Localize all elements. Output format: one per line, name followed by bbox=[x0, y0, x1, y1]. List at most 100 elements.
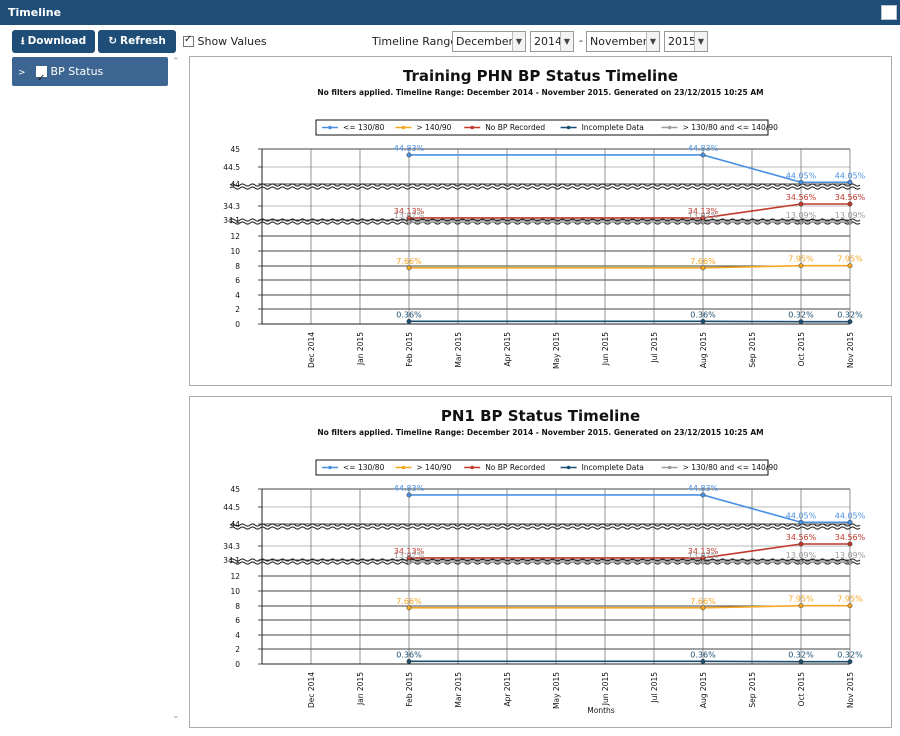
data-point bbox=[847, 603, 853, 609]
axis-break bbox=[229, 218, 861, 222]
data-point bbox=[798, 179, 804, 185]
chart-subtitle: No filters applied. Timeline Range: Dece… bbox=[317, 428, 763, 437]
window-titlebar: Timeline bbox=[0, 0, 900, 25]
x-tick-label: Nov 2015 bbox=[846, 332, 855, 368]
legend-marker bbox=[328, 125, 332, 130]
chevron-down-icon: ▼ bbox=[560, 32, 573, 51]
chevron-down-icon: ▼ bbox=[646, 32, 659, 51]
data-point bbox=[847, 219, 853, 225]
window-title: Timeline bbox=[8, 6, 62, 19]
data-label: 13.09% bbox=[835, 551, 866, 560]
data-point bbox=[798, 603, 804, 609]
data-label: 7.95% bbox=[788, 595, 814, 604]
data-point bbox=[798, 263, 804, 269]
data-point bbox=[798, 559, 804, 565]
x-tick-label: Mar 2015 bbox=[454, 332, 463, 368]
show-values-label: Show Values bbox=[197, 35, 267, 48]
y-tick-label: 12 bbox=[230, 232, 240, 241]
series-0: 44.83% 44.83% 44.05% 44.05% bbox=[394, 144, 866, 185]
data-point bbox=[406, 605, 412, 611]
data-point bbox=[847, 659, 853, 665]
chart-title: PN1 BP Status Timeline bbox=[441, 407, 640, 425]
bp-status-timeline-chart: PN1 BP Status Timeline No filters applied… bbox=[223, 407, 866, 715]
axis-break bbox=[229, 561, 861, 565]
chart-title: Training PHN BP Status Timeline bbox=[403, 67, 678, 85]
series-2: 34.13% 34.13% 34.56% 34.56% bbox=[394, 193, 866, 221]
series-3: 0.36% 0.36% 0.32% 0.32% bbox=[396, 650, 863, 665]
chart-panel-training-phn: Training PHN BP Status Timeline No filter… bbox=[189, 56, 892, 386]
range-separator: - bbox=[579, 34, 583, 47]
data-label: 13.02% bbox=[688, 211, 719, 220]
window-control-button[interactable] bbox=[881, 5, 897, 20]
data-point bbox=[406, 265, 412, 271]
data-point bbox=[847, 319, 853, 325]
series-4: 13.02% 13.02% 13.09% 13.09% bbox=[394, 551, 866, 565]
data-label: 7.66% bbox=[690, 597, 716, 606]
data-point bbox=[700, 265, 706, 271]
data-label: 34.13% bbox=[688, 207, 719, 216]
bp-status-checkbox[interactable] bbox=[36, 64, 48, 93]
y-tick-label: 10 bbox=[230, 587, 240, 596]
legend-label: <= 130/80 bbox=[343, 123, 385, 132]
data-point bbox=[700, 658, 706, 664]
data-label: 44.83% bbox=[688, 144, 719, 153]
download-button[interactable]: ⭳ Download bbox=[12, 30, 95, 53]
legend-box bbox=[315, 459, 769, 476]
legend-label: Incomplete Data bbox=[582, 123, 644, 132]
data-label: 0.36% bbox=[396, 310, 422, 319]
timeline-range-label: Timeline Range: bbox=[372, 35, 461, 48]
chart-legend: <= 130/80 > 140/90 No BP Recorded Incomplet… bbox=[315, 459, 778, 476]
legend-label: > 130/80 and <= 140/90 bbox=[683, 123, 778, 132]
y-tick-label: 34.1 bbox=[223, 556, 240, 565]
series-line bbox=[409, 154, 850, 184]
scroll-up-icon[interactable]: ⌃ bbox=[172, 57, 180, 67]
y-tick-label: 2 bbox=[235, 305, 240, 314]
x-tick-label: Aug 2015 bbox=[699, 332, 708, 368]
y-tick-label: 34.3 bbox=[223, 542, 240, 551]
y-tick-label: 8 bbox=[235, 262, 240, 271]
x-tick-label: Jun 2015 bbox=[601, 672, 610, 706]
show-values-checkbox[interactable] bbox=[183, 34, 194, 47]
data-label: 34.13% bbox=[688, 547, 719, 556]
data-label: 0.36% bbox=[690, 310, 716, 319]
data-label: 0.36% bbox=[396, 650, 422, 659]
sidebar-item-bp-status[interactable]: > BP Status bbox=[12, 57, 168, 93]
x-tick-label: Aug 2015 bbox=[699, 672, 708, 708]
x-tick-label: Feb 2015 bbox=[405, 332, 414, 367]
to-year-select[interactable]: 2015 ▼ bbox=[664, 31, 708, 52]
data-point bbox=[847, 559, 853, 565]
legend-label: > 130/80 and <= 140/90 bbox=[683, 463, 778, 472]
y-tick-label: 45 bbox=[230, 485, 240, 494]
x-tick-label: Oct 2015 bbox=[797, 672, 806, 707]
y-tick-label: 4 bbox=[235, 631, 240, 640]
data-label: 7.95% bbox=[837, 255, 863, 264]
x-tick-label: Jul 2015 bbox=[650, 332, 659, 364]
data-point bbox=[700, 318, 706, 324]
show-values-toggle[interactable]: Show Values bbox=[183, 34, 267, 48]
x-tick-label: Feb 2015 bbox=[405, 672, 414, 707]
x-tick-label: May 2015 bbox=[552, 672, 561, 709]
data-label: 13.02% bbox=[688, 551, 719, 560]
y-tick-label: 34.1 bbox=[223, 216, 240, 225]
data-label: 34.56% bbox=[835, 533, 866, 542]
x-tick-label: Nov 2015 bbox=[846, 672, 855, 708]
data-point bbox=[700, 219, 706, 225]
refresh-button[interactable]: ↻ Refresh bbox=[98, 30, 176, 53]
from-year-select[interactable]: 2014 ▼ bbox=[530, 31, 574, 52]
data-label: 13.09% bbox=[786, 211, 817, 220]
from-month-select[interactable]: December ▼ bbox=[452, 31, 526, 52]
y-tick-label: 44.5 bbox=[223, 503, 240, 512]
x-axis-label: Months bbox=[587, 706, 615, 715]
axis-break bbox=[229, 526, 861, 530]
data-label: 34.13% bbox=[394, 207, 425, 216]
legend-label: No BP Recorded bbox=[485, 463, 545, 472]
data-label: 13.02% bbox=[394, 211, 425, 220]
data-label: 34.56% bbox=[786, 193, 817, 202]
legend-label: > 140/90 bbox=[416, 463, 451, 472]
data-label: 44.05% bbox=[835, 171, 866, 180]
data-label: 7.66% bbox=[690, 257, 716, 266]
series-2: 34.13% 34.13% 34.56% 34.56% bbox=[394, 533, 866, 561]
to-month-select[interactable]: November ▼ bbox=[586, 31, 660, 52]
scroll-down-icon[interactable]: ⌄ bbox=[172, 711, 180, 721]
data-point bbox=[406, 219, 412, 225]
